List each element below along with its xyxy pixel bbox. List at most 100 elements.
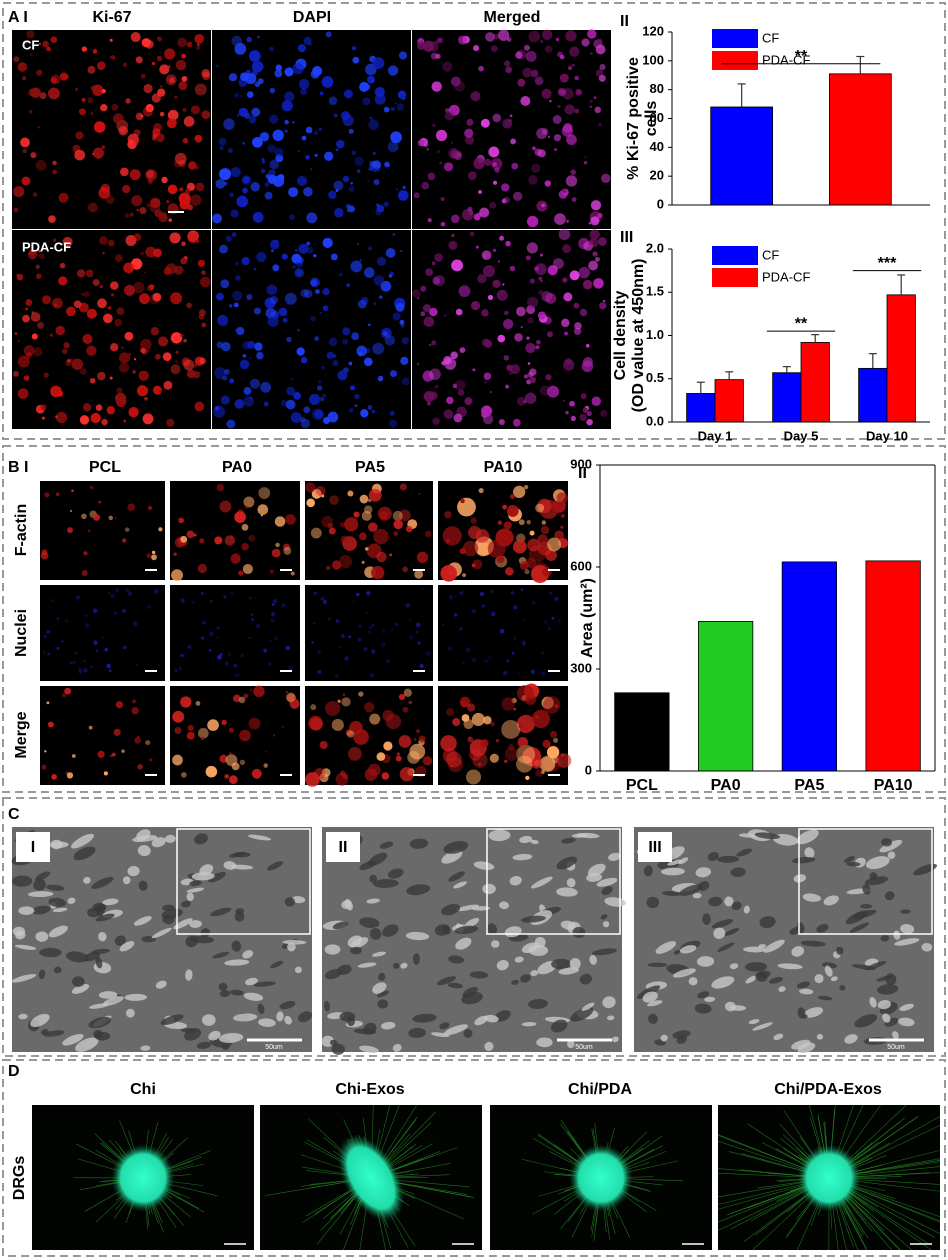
bar	[710, 106, 774, 206]
cell	[201, 110, 211, 120]
cell	[510, 591, 515, 595]
fiber	[717, 855, 740, 863]
fiber	[797, 981, 810, 989]
cell	[318, 127, 322, 131]
cell	[541, 651, 545, 655]
fiber	[324, 944, 341, 955]
cell	[536, 339, 541, 345]
cell	[373, 275, 385, 286]
cell	[275, 64, 283, 72]
cell	[313, 767, 326, 780]
cell	[133, 358, 137, 361]
cell	[285, 514, 296, 525]
cell	[524, 693, 537, 706]
cell	[181, 53, 187, 59]
cell	[322, 600, 328, 605]
cell	[33, 347, 43, 357]
cell	[319, 740, 328, 750]
cell	[520, 326, 523, 329]
cell	[348, 185, 355, 193]
cell	[469, 231, 475, 237]
cell	[321, 365, 325, 370]
cell	[127, 139, 137, 150]
cell	[280, 399, 288, 407]
cell	[466, 215, 469, 218]
cell	[252, 211, 264, 223]
cell	[522, 67, 533, 78]
cell	[89, 485, 94, 490]
fiber	[245, 977, 258, 986]
fiber	[38, 969, 46, 980]
fiber	[846, 861, 861, 867]
cell	[555, 37, 560, 42]
fiber	[357, 962, 377, 968]
fiber	[31, 905, 51, 915]
cell	[448, 147, 460, 159]
cell	[289, 214, 295, 220]
cell	[505, 240, 511, 247]
cell	[169, 77, 175, 84]
cell	[86, 345, 97, 356]
cell	[306, 498, 315, 508]
cell	[303, 289, 313, 299]
cell	[274, 636, 278, 641]
cell	[201, 270, 206, 275]
cell	[351, 332, 360, 341]
cell	[23, 375, 30, 381]
fiber	[191, 872, 215, 881]
fiber	[711, 919, 734, 929]
cell	[180, 653, 184, 658]
cell	[91, 152, 95, 156]
cell	[354, 404, 358, 408]
cell	[573, 302, 580, 309]
fiber	[366, 898, 380, 904]
cell	[466, 118, 474, 126]
cell	[201, 69, 210, 78]
cell	[164, 48, 176, 60]
cell	[244, 112, 251, 119]
cell	[478, 488, 484, 494]
fiber	[463, 1029, 473, 1038]
image-label: II	[339, 839, 348, 856]
cell	[488, 655, 492, 660]
fiber	[98, 991, 118, 999]
cell	[338, 646, 341, 649]
cell	[376, 256, 387, 267]
cell	[492, 113, 502, 123]
fiber	[713, 927, 726, 939]
fiber	[567, 1040, 575, 1049]
cell	[504, 747, 519, 761]
cell	[512, 418, 521, 427]
cell	[281, 253, 288, 260]
cell	[189, 194, 202, 206]
cell	[274, 516, 286, 527]
cell	[194, 83, 207, 96]
fiber	[814, 974, 824, 984]
cell	[118, 362, 130, 373]
fiber	[218, 982, 228, 991]
fiber	[530, 970, 539, 977]
fiber	[287, 942, 296, 952]
cell	[433, 275, 445, 287]
cell	[580, 393, 587, 400]
cell	[478, 190, 482, 194]
cell	[235, 261, 239, 266]
fiber	[530, 876, 553, 889]
cell	[270, 239, 280, 250]
cell	[434, 253, 443, 262]
column-label: PA10	[484, 459, 523, 476]
fiber	[219, 989, 231, 998]
cell	[552, 115, 562, 124]
cell	[453, 613, 458, 617]
cell	[298, 243, 309, 254]
cell	[175, 350, 179, 354]
cell	[87, 65, 96, 74]
cell	[538, 276, 543, 281]
cell	[552, 258, 564, 270]
fiber	[519, 835, 533, 844]
cell	[340, 111, 351, 121]
cell	[451, 259, 464, 272]
cell	[354, 393, 360, 400]
cell	[541, 520, 547, 525]
